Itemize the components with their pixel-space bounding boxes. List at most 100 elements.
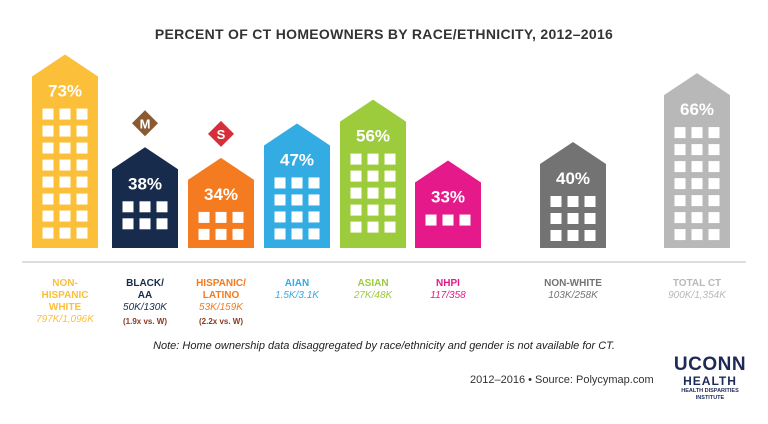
window-0-5-0	[42, 193, 54, 205]
category-name-3-0: AIAN	[284, 278, 310, 289]
window-7-2-0	[674, 161, 686, 173]
value-label-2: 34%	[204, 185, 238, 204]
window-4-1-1	[367, 170, 379, 182]
window-7-3-0	[674, 178, 686, 190]
category-counts-6: 103K/258K	[548, 290, 598, 301]
window-7-3-2	[708, 178, 720, 190]
value-label-4: 56%	[356, 127, 390, 146]
window-4-0-0	[350, 153, 362, 165]
category-name-0-1: HISPANIC	[41, 290, 89, 301]
window-4-4-0	[350, 221, 362, 233]
category-counts-1: 50K/130K	[123, 302, 167, 313]
window-7-1-0	[674, 144, 686, 156]
footnote: Note: Home ownership data disaggregated …	[153, 340, 615, 352]
category-label-1: BLACK/AA 50K/130K (1.9x vs. W)	[97, 278, 193, 328]
window-0-3-0	[42, 159, 54, 171]
window-0-2-1	[59, 142, 71, 154]
category-label-3: AIAN 1.5K/3.1K	[249, 278, 345, 302]
window-4-4-1	[367, 221, 379, 233]
category-counts-2: 53K/159K	[199, 302, 243, 313]
category-label-0: NON- HISPANIC WHITE 797K/1,096K	[17, 278, 113, 326]
window-0-5-2	[76, 193, 88, 205]
window-7-5-1	[691, 212, 703, 224]
window-7-4-2	[708, 195, 720, 207]
window-3-2-0	[274, 211, 286, 223]
category-counts-7: 900K/1,354K	[668, 290, 726, 301]
logo-line-1: UCONN	[673, 354, 747, 375]
window-0-6-0	[42, 210, 54, 222]
window-2-0-1	[215, 211, 227, 223]
window-7-1-1	[691, 144, 703, 156]
window-3-3-2	[308, 228, 320, 240]
category-counts-4: 27K/48K	[353, 290, 393, 301]
window-0-0-0	[42, 108, 54, 120]
category-label-4: ASIAN 27K/48K	[325, 278, 421, 302]
window-4-0-1	[367, 153, 379, 165]
window-0-0-1	[59, 108, 71, 120]
window-7-0-0	[674, 127, 686, 139]
window-0-0-2	[76, 108, 88, 120]
value-label-1: 38%	[128, 174, 162, 193]
window-4-2-1	[367, 187, 379, 199]
window-4-2-2	[384, 187, 396, 199]
window-3-3-1	[291, 228, 303, 240]
window-7-6-0	[674, 229, 686, 241]
window-2-0-0	[198, 211, 210, 223]
window-4-3-1	[367, 204, 379, 216]
window-5-0-1	[442, 214, 454, 226]
window-1-0-2	[156, 201, 168, 213]
window-0-1-0	[42, 125, 54, 137]
window-6-2-2	[584, 230, 596, 241]
value-label-6: 40%	[556, 169, 590, 188]
window-4-0-2	[384, 153, 396, 165]
window-7-4-0	[674, 195, 686, 207]
window-1-1-2	[156, 218, 168, 230]
value-label-5: 33%	[431, 188, 465, 207]
window-0-3-2	[76, 159, 88, 171]
value-label-7: 66%	[680, 100, 714, 119]
window-3-0-2	[308, 177, 320, 189]
window-4-3-2	[384, 204, 396, 216]
uconn-health-logo: UCONN HEALTH HEALTH DISPARITIES INSTITUT…	[670, 355, 750, 402]
window-6-1-0	[550, 213, 562, 224]
category-ratio-1: (1.9x vs. W)	[122, 317, 167, 326]
window-3-1-1	[291, 194, 303, 206]
window-7-3-1	[691, 178, 703, 190]
window-2-1-1	[215, 228, 227, 240]
window-1-0-1	[139, 201, 151, 213]
category-counts-5: 117/358	[430, 290, 466, 301]
category-name-0-2: WHITE	[48, 302, 82, 313]
window-0-1-1	[59, 125, 71, 137]
window-5-0-0	[425, 214, 437, 226]
window-1-0-0	[122, 201, 134, 213]
window-4-1-2	[384, 170, 396, 182]
window-0-5-1	[59, 193, 71, 205]
window-3-3-0	[274, 228, 286, 240]
building-bar-2	[188, 157, 254, 248]
window-7-5-2	[708, 212, 720, 224]
window-6-2-0	[550, 230, 562, 241]
category-label-5: NHPI 117/358	[400, 278, 496, 302]
window-7-0-1	[691, 127, 703, 139]
window-7-2-2	[708, 161, 720, 173]
value-label-3: 47%	[280, 150, 314, 169]
badge-letter-1: M	[140, 116, 151, 131]
category-counts-0: 797K/1,096K	[36, 314, 94, 325]
window-4-2-0	[350, 187, 362, 199]
logo-line-3b: INSTITUTE	[695, 395, 725, 401]
building-bar-5	[415, 160, 481, 248]
category-name-7-0: TOTAL CT	[672, 278, 722, 289]
window-0-4-1	[59, 176, 71, 188]
window-6-2-1	[567, 230, 579, 241]
window-3-0-0	[274, 177, 286, 189]
category-name-4-0: ASIAN	[357, 278, 389, 289]
window-0-2-0	[42, 142, 54, 154]
category-name-5-0: NHPI	[436, 278, 460, 289]
window-6-1-1	[567, 213, 579, 224]
window-7-4-1	[691, 195, 703, 207]
badge-letter-2: S	[217, 127, 226, 142]
value-label-0: 73%	[48, 82, 82, 101]
logo-line-2: HEALTH	[683, 374, 737, 388]
category-name-1-0: BLACK/	[126, 278, 164, 289]
badge-diamond-2	[208, 120, 234, 147]
